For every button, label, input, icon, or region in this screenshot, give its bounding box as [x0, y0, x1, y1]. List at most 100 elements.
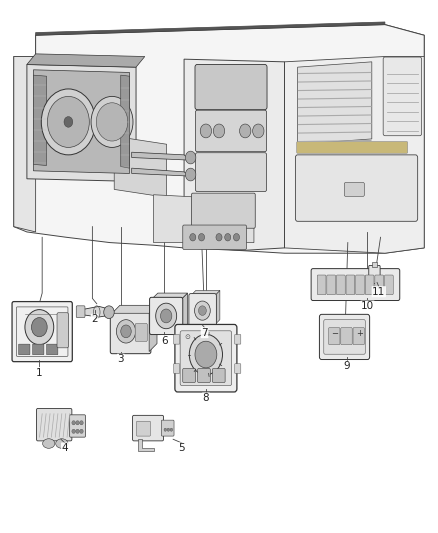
Circle shape: [76, 421, 79, 425]
FancyBboxPatch shape: [375, 275, 384, 295]
Circle shape: [190, 233, 196, 241]
Circle shape: [91, 96, 133, 148]
Circle shape: [189, 334, 223, 375]
Text: 3: 3: [117, 354, 124, 364]
FancyBboxPatch shape: [173, 335, 180, 344]
Circle shape: [170, 428, 173, 431]
FancyBboxPatch shape: [150, 297, 183, 335]
FancyBboxPatch shape: [18, 344, 30, 355]
FancyBboxPatch shape: [297, 142, 408, 154]
Polygon shape: [33, 70, 130, 173]
FancyBboxPatch shape: [317, 275, 326, 295]
Ellipse shape: [42, 439, 55, 448]
Polygon shape: [138, 439, 153, 451]
Polygon shape: [184, 59, 285, 251]
Text: 9: 9: [344, 361, 350, 371]
FancyBboxPatch shape: [137, 421, 150, 436]
Text: 5: 5: [179, 443, 185, 453]
Text: 2: 2: [91, 314, 98, 325]
FancyBboxPatch shape: [353, 328, 364, 345]
FancyBboxPatch shape: [327, 275, 336, 295]
Circle shape: [185, 168, 196, 181]
Circle shape: [233, 233, 240, 241]
FancyBboxPatch shape: [328, 328, 340, 345]
Polygon shape: [35, 25, 424, 56]
Circle shape: [164, 428, 166, 431]
Circle shape: [117, 320, 136, 343]
FancyBboxPatch shape: [235, 335, 241, 344]
Circle shape: [185, 151, 196, 164]
FancyBboxPatch shape: [175, 325, 237, 392]
FancyBboxPatch shape: [336, 275, 345, 295]
Polygon shape: [33, 75, 46, 165]
Text: −: −: [331, 329, 338, 338]
FancyBboxPatch shape: [319, 314, 370, 360]
FancyBboxPatch shape: [183, 368, 195, 382]
FancyBboxPatch shape: [110, 311, 151, 354]
FancyBboxPatch shape: [385, 275, 393, 295]
Circle shape: [72, 421, 75, 425]
Polygon shape: [297, 62, 372, 144]
Circle shape: [253, 124, 264, 138]
Circle shape: [72, 429, 75, 433]
Polygon shape: [121, 75, 130, 168]
FancyBboxPatch shape: [57, 313, 68, 348]
Polygon shape: [285, 56, 424, 253]
FancyBboxPatch shape: [195, 153, 267, 191]
Circle shape: [41, 89, 95, 155]
Circle shape: [76, 429, 79, 433]
Circle shape: [216, 233, 222, 241]
FancyBboxPatch shape: [383, 57, 422, 136]
Circle shape: [80, 429, 83, 433]
Polygon shape: [151, 293, 187, 300]
FancyBboxPatch shape: [36, 408, 72, 441]
Circle shape: [225, 233, 231, 241]
Polygon shape: [153, 195, 254, 243]
Circle shape: [194, 301, 210, 320]
FancyBboxPatch shape: [324, 320, 365, 354]
Circle shape: [121, 325, 131, 338]
Text: 6: 6: [161, 336, 168, 345]
Circle shape: [167, 428, 170, 431]
FancyBboxPatch shape: [295, 155, 418, 221]
Text: 4: 4: [62, 443, 68, 453]
FancyBboxPatch shape: [180, 331, 232, 385]
FancyBboxPatch shape: [311, 269, 400, 301]
FancyBboxPatch shape: [135, 324, 148, 342]
Circle shape: [25, 310, 54, 345]
Circle shape: [104, 306, 114, 319]
Polygon shape: [149, 305, 157, 352]
Circle shape: [213, 124, 225, 138]
Polygon shape: [27, 64, 136, 181]
Circle shape: [195, 341, 217, 368]
Circle shape: [240, 124, 251, 138]
Circle shape: [160, 309, 172, 323]
Circle shape: [198, 233, 205, 241]
FancyBboxPatch shape: [12, 302, 72, 362]
FancyBboxPatch shape: [191, 193, 255, 228]
FancyBboxPatch shape: [183, 225, 247, 249]
Circle shape: [80, 421, 83, 425]
FancyBboxPatch shape: [133, 415, 163, 441]
Text: 8: 8: [203, 393, 209, 403]
Circle shape: [155, 303, 177, 329]
Text: 11: 11: [372, 287, 385, 297]
FancyBboxPatch shape: [173, 364, 180, 373]
Polygon shape: [114, 136, 166, 197]
Circle shape: [96, 103, 128, 141]
FancyBboxPatch shape: [161, 420, 174, 436]
FancyBboxPatch shape: [195, 64, 267, 110]
Text: 1: 1: [36, 368, 42, 377]
Circle shape: [64, 117, 73, 127]
Polygon shape: [112, 305, 157, 313]
FancyBboxPatch shape: [189, 294, 216, 327]
Text: 10: 10: [361, 301, 374, 311]
Text: +: +: [356, 329, 363, 338]
FancyBboxPatch shape: [341, 328, 352, 345]
Circle shape: [198, 306, 206, 316]
Polygon shape: [132, 168, 191, 176]
Circle shape: [200, 124, 212, 138]
Polygon shape: [27, 54, 145, 67]
Polygon shape: [132, 152, 191, 160]
FancyBboxPatch shape: [212, 368, 225, 382]
